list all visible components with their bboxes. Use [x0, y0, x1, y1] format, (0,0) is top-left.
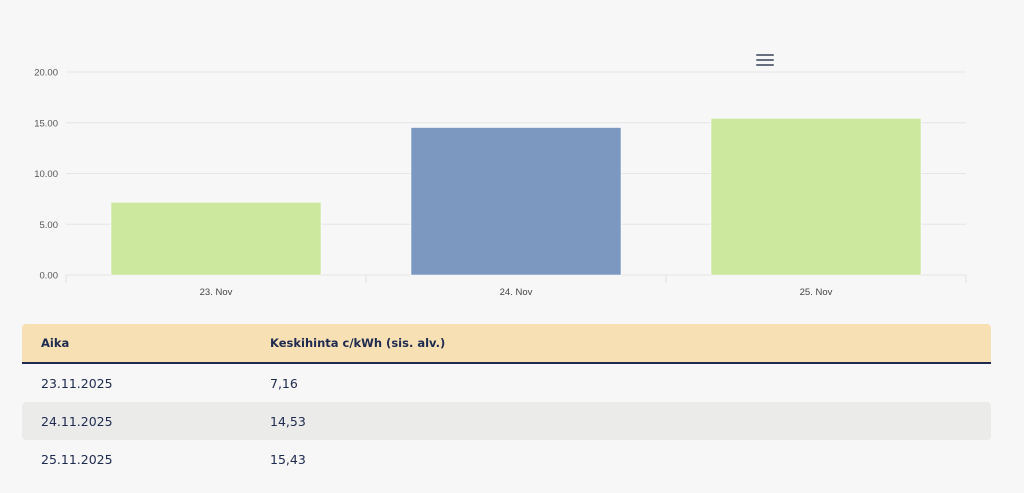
- table-header: Aika Keskihinta c/kWh (sis. alv.): [22, 324, 991, 364]
- y-tick-label: 0.00: [40, 271, 59, 282]
- bar-24-nov: [410, 127, 622, 276]
- x-tick-label: 24. Nov: [500, 287, 533, 298]
- header-time: Aika: [41, 336, 70, 350]
- price-bar-chart: 0.00 5.00 10.00 15.00 20.00 23. Nov 24. Nov 25.…: [34, 68, 967, 298]
- y-tick-label: 20.00: [34, 68, 58, 79]
- x-tick-label: 23. Nov: [200, 287, 233, 298]
- cell-price: 7,16: [270, 375, 298, 391]
- header-price: Keskihinta c/kWh (sis. alv.): [270, 336, 446, 350]
- cell-date: 24.11.2025: [41, 413, 113, 429]
- hamburger-menu-icon[interactable]: [756, 54, 774, 68]
- price-table: Aika Keskihinta c/kWh (sis. alv.) 23.11.…: [22, 324, 991, 478]
- cell-date: 23.11.2025: [41, 375, 113, 391]
- x-tick-label: 25. Nov: [800, 287, 833, 298]
- bar-25-nov: [710, 118, 922, 276]
- table-row: 24.11.2025 14,53: [22, 402, 991, 440]
- table-row: 25.11.2025 15,43: [22, 440, 991, 478]
- y-tick-label: 10.00: [34, 169, 58, 180]
- y-tick-label: 15.00: [34, 118, 58, 129]
- bar-23-nov: [110, 202, 322, 276]
- cell-price: 14,53: [270, 413, 306, 429]
- y-tick-label: 5.00: [40, 220, 59, 231]
- cell-price: 15,43: [270, 451, 306, 467]
- table-row: 23.11.2025 7,16: [22, 364, 991, 402]
- cell-date: 25.11.2025: [41, 451, 113, 467]
